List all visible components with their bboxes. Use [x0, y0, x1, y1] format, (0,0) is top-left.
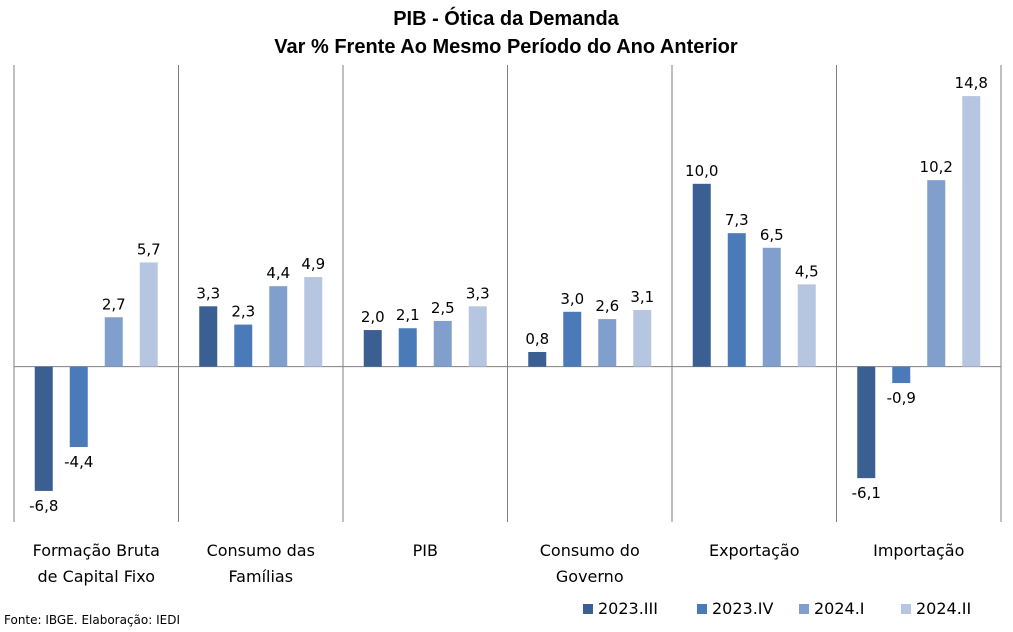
source-note: Fonte: IBGE. Elaboração: IEDI	[4, 613, 180, 627]
value-label: 3,3	[196, 284, 220, 302]
bar-2023-iv-pib	[398, 328, 417, 367]
category-label-formacao-bruta-de-capital-fixo: Formação Bruta de Capital Fixo	[33, 541, 160, 586]
value-label: 3,1	[630, 288, 654, 306]
value-label: 2,1	[396, 306, 420, 324]
legend-label-2024-ii: 2024.II	[916, 599, 971, 618]
legend-swatch-2024-i	[799, 604, 809, 614]
bar-2024-i-importacao	[927, 180, 946, 367]
bar-2024-ii-pib	[468, 306, 487, 367]
value-label: 3,0	[560, 290, 584, 308]
value-label: -0,9	[887, 389, 916, 407]
bar-2024-i-pib	[433, 320, 452, 367]
legend-swatch-2023-iii	[583, 604, 593, 614]
value-label: 4,5	[795, 262, 819, 280]
legend-label-2023-iii: 2023.III	[598, 599, 658, 618]
category-labels: Formação Bruta de Capital Fixo Consumo das…	[33, 541, 965, 586]
bars	[34, 96, 981, 491]
legend-swatch-2023-iv	[697, 604, 707, 614]
value-label: 0,8	[525, 330, 549, 348]
bar-2023-iv-importacao	[892, 366, 911, 384]
value-label: 4,4	[266, 264, 290, 282]
bar-2024-ii-formacao-bruta-de-capital-fixo	[139, 262, 158, 367]
chart-title: PIB - Ótica da Demanda	[393, 6, 619, 30]
bar-2023-iii-formacao-bruta-de-capital-fixo	[34, 366, 53, 491]
value-label: 4,9	[301, 255, 325, 273]
value-label: 5,7	[137, 240, 161, 258]
value-label: 6,5	[760, 226, 784, 244]
category-label-exportacao: Exportação	[709, 541, 800, 560]
bar-2024-ii-exportacao	[797, 284, 816, 367]
value-label: 2,6	[595, 297, 619, 315]
bar-2023-iii-consumo-do-governo	[528, 351, 547, 367]
value-label: 2,0	[361, 308, 385, 326]
bar-2024-ii-consumo-do-governo	[633, 309, 652, 367]
bar-2024-i-formacao-bruta-de-capital-fixo	[104, 317, 123, 367]
value-label: 10,2	[920, 158, 953, 176]
bar-2023-iii-consumo-das-familias	[199, 306, 218, 367]
value-label: -6,1	[852, 484, 881, 502]
bar-2024-ii-importacao	[962, 96, 981, 367]
bar-2024-ii-consumo-das-familias	[304, 277, 323, 367]
value-label: 3,3	[466, 284, 490, 302]
value-label: 10,0	[685, 162, 718, 180]
bar-2023-iii-importacao	[857, 366, 876, 479]
chart-subtitle: Var % Frente Ao Mesmo Período do Ano Ant…	[274, 36, 738, 58]
category-label-pib: PIB	[413, 541, 438, 560]
legend: 2023.III 2023.IV 2024.I 2024.II	[583, 599, 971, 618]
legend-swatch-2024-ii	[901, 604, 911, 614]
bar-2023-iv-formacao-bruta-de-capital-fixo	[69, 366, 88, 448]
category-label-consumo-do-governo: Consumo do Governo	[540, 541, 640, 586]
value-label: -4,4	[64, 453, 93, 471]
bar-2023-iv-consumo-das-familias	[234, 324, 253, 367]
value-label: 7,3	[725, 211, 749, 229]
value-label: 2,3	[231, 303, 255, 321]
bar-2023-iv-consumo-do-governo	[563, 311, 582, 367]
legend-label-2024-i: 2024.I	[814, 599, 865, 618]
bar-2024-i-consumo-do-governo	[598, 319, 617, 367]
category-dividers	[13, 65, 1002, 522]
category-label-consumo-das-familias: Consumo das Famílias	[207, 541, 315, 586]
category-label-importacao: Importação	[873, 541, 964, 560]
bar-2023-iii-exportacao	[692, 183, 711, 367]
value-label: -6,8	[29, 497, 58, 515]
bar-2024-i-exportacao	[762, 247, 781, 367]
value-labels: -6,8 -4,4 2,7 5,7 3,3 2,3 4,4 4,9 2,0 2,1 2,5 3,3 0,…	[29, 74, 988, 515]
value-label: 2,7	[102, 295, 126, 313]
bar-2023-iii-pib	[363, 330, 382, 367]
bar-2023-iv-exportacao	[727, 233, 746, 367]
bar-2024-i-consumo-das-familias	[269, 286, 288, 367]
value-label: 2,5	[431, 299, 455, 317]
value-label: 14,8	[955, 74, 988, 92]
legend-label-2023-iv: 2023.IV	[712, 599, 774, 618]
